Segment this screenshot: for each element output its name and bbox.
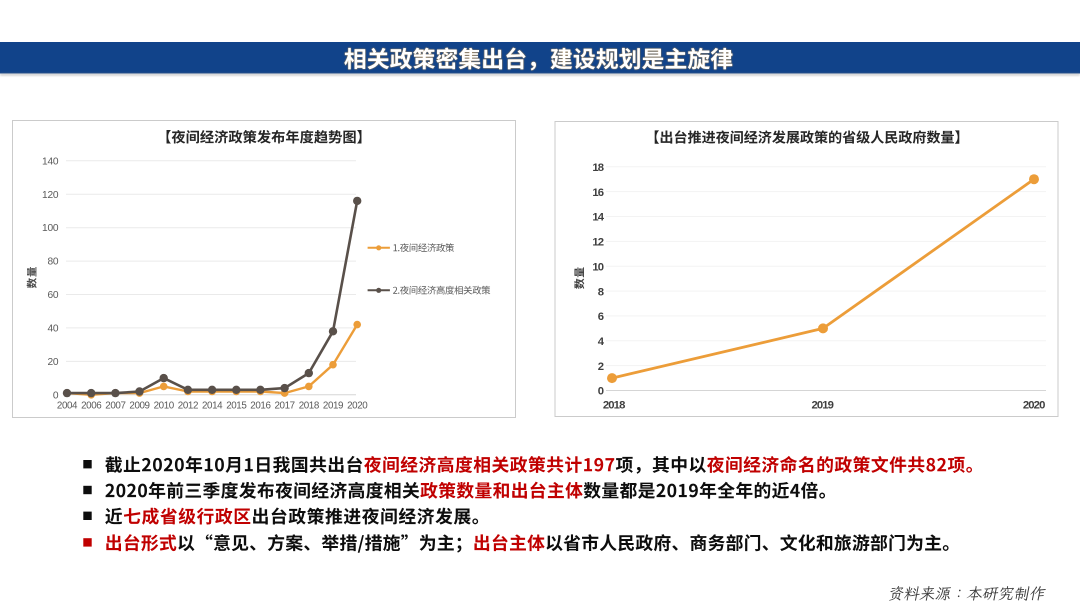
svg-text:6: 6 [598,311,604,323]
svg-text:2: 2 [598,361,604,373]
svg-text:2007: 2007 [105,401,125,412]
svg-text:2010: 2010 [154,401,175,412]
svg-text:100: 100 [42,223,59,234]
svg-text:2018: 2018 [603,400,625,412]
svg-text:2020: 2020 [347,401,368,412]
svg-text:20: 20 [47,357,58,368]
svg-text:18: 18 [592,162,603,174]
svg-text:40: 40 [47,324,58,335]
svg-text:2019: 2019 [812,400,834,412]
svg-text:2017: 2017 [274,401,294,412]
svg-text:4: 4 [598,336,605,348]
svg-text:2019: 2019 [323,401,343,412]
svg-text:2006: 2006 [81,401,102,412]
svg-text:120: 120 [42,190,59,201]
svg-text:2004: 2004 [57,401,78,412]
svg-text:2018: 2018 [299,401,320,412]
svg-text:140: 140 [42,156,59,167]
svg-text:2015: 2015 [226,401,247,412]
svg-text:60: 60 [47,290,58,301]
svg-text:0: 0 [598,386,604,398]
svg-text:10: 10 [592,261,603,273]
svg-text:8: 8 [598,286,604,298]
svg-text:80: 80 [47,257,58,268]
svg-text:2016: 2016 [250,401,271,412]
svg-text:2020: 2020 [1023,400,1045,412]
svg-text:16: 16 [592,187,603,199]
svg-text:2012: 2012 [178,401,198,412]
svg-text:2009: 2009 [129,401,149,412]
svg-text:14: 14 [592,212,604,224]
svg-text:0: 0 [53,390,59,401]
svg-text:2014: 2014 [202,401,223,412]
svg-text:12: 12 [592,237,603,249]
